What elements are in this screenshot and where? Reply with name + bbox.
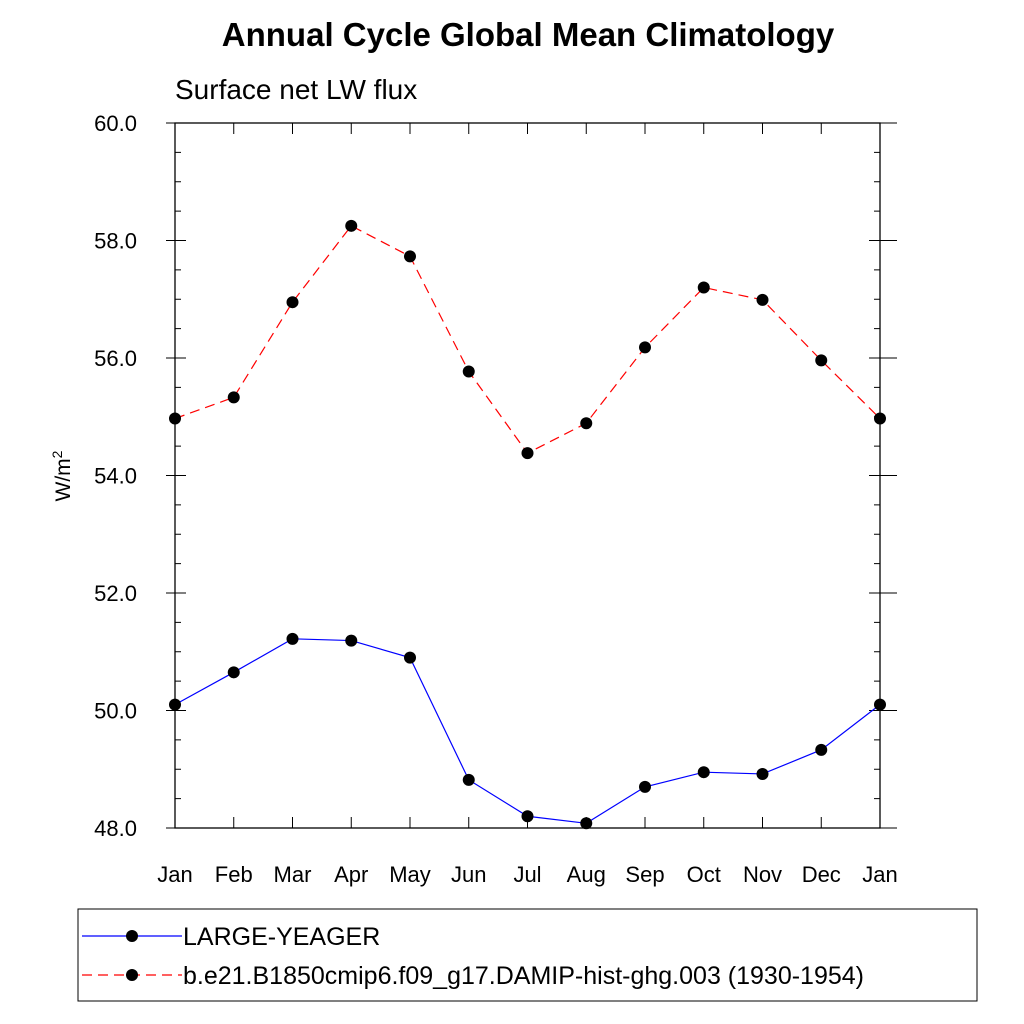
data-point [521,447,534,460]
series-2 [169,219,886,460]
y-axis-label: W/m2 [49,450,75,501]
axis-ticks [166,122,897,829]
data-point [521,810,534,823]
x-tick-label: Dec [802,862,841,887]
x-tick-label: Jun [451,862,486,887]
data-point [169,412,181,425]
data-point [345,219,358,232]
x-tick-label: Aug [567,862,606,887]
data-point [462,365,475,378]
data-point [404,250,416,263]
legend-label: LARGE-YEAGER [183,923,380,951]
plot-border [174,122,881,829]
y-tick-label: 52.0 [94,581,137,606]
x-tick-label: Nov [743,862,782,887]
y-tick-label: 58.0 [94,229,137,254]
x-tick-label: Jul [513,862,541,887]
plot-frame [174,122,881,829]
x-tick-label: Feb [215,862,253,887]
y-tick-label: 56.0 [94,346,137,371]
data-point [756,767,769,780]
x-axis-tick-labels: Jan Feb Mar Apr May Jun Jul Aug Sep Oct Nov Dec Jan [157,862,897,887]
data-point [697,766,710,779]
y-axis-label-text: W/m [52,458,75,501]
data-point [815,354,828,367]
legend-marker [126,930,138,942]
data-point [697,281,710,294]
data-point [756,293,769,306]
series-line [174,225,881,454]
data-point [169,698,181,711]
series-line [174,638,881,824]
series-1 [169,632,886,830]
data-point [874,412,886,425]
data-point [404,651,416,664]
x-tick-label: Oct [687,862,721,887]
x-tick-label: Jan [157,862,192,887]
data-point [227,391,240,404]
data-point [462,773,475,786]
chart-subtitle: Surface net LW flux [175,74,417,105]
data-point [639,780,651,793]
y-tick-label: 60.0 [94,111,137,136]
data-point [580,417,593,430]
data-point [580,817,593,830]
legend-label: b.e21.B1850cmip6.f09_g17.DAMIP-hist-ghg.… [183,962,864,990]
series-layer [169,219,886,830]
data-point [227,666,240,679]
legend-item-2: b.e21.B1850cmip6.f09_g17.DAMIP-hist-ghg.… [82,962,864,990]
legend-box [77,908,978,1002]
data-point [286,632,299,645]
legend-marker [126,969,138,981]
data-point [639,341,651,354]
data-point [345,634,358,647]
y-tick-label: 54.0 [94,464,137,489]
y-axis-tick-labels: 48.0 50.0 52.0 54.0 56.0 58.0 60.0 [94,111,137,841]
y-tick-label: 48.0 [94,816,137,841]
x-tick-label: May [389,862,431,887]
y-tick-label: 50.0 [94,699,137,724]
data-point [286,296,299,309]
x-tick-label: Mar [274,862,312,887]
x-tick-label: Jan [862,862,897,887]
chart-title: Annual Cycle Global Mean Climatology [222,16,835,53]
data-point [815,743,828,756]
x-tick-label: Apr [334,862,368,887]
legend-item-1: LARGE-YEAGER [82,923,380,951]
legend: LARGE-YEAGER b.e21.B1850cmip6.f09_g17.DAM… [77,908,978,1002]
data-point [874,698,886,711]
x-tick-label: Sep [625,862,664,887]
y-axis-label-superscript: 2 [49,450,65,458]
